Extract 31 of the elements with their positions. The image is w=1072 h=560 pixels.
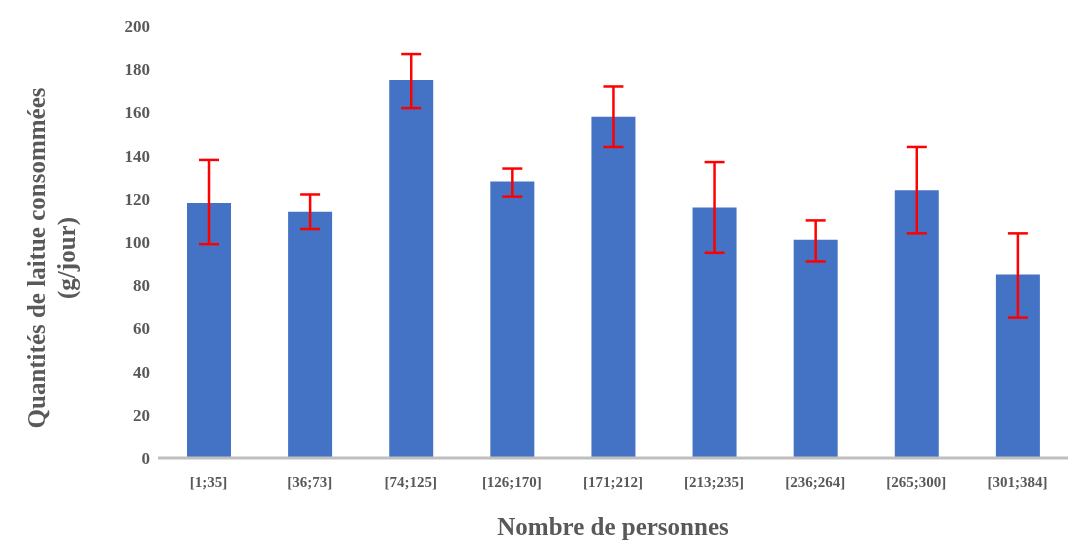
y-tick-label: 160 <box>124 103 150 123</box>
bar <box>793 239 838 458</box>
x-tick-label: [1;35] <box>189 473 228 490</box>
y-tick-label: 140 <box>124 146 150 166</box>
bar <box>490 181 535 458</box>
x-axis-title: Nombre de personnes <box>496 513 730 541</box>
bar <box>591 116 636 458</box>
y-tick-label: 120 <box>124 189 150 209</box>
y-tick-label: 20 <box>133 405 150 425</box>
bar <box>692 207 737 458</box>
bar <box>894 190 939 458</box>
y-tick-label: 100 <box>124 233 150 253</box>
bar <box>187 203 231 458</box>
x-tick-label: [36;73] <box>287 473 333 490</box>
y-tick-label: 80 <box>133 276 150 296</box>
x-tick-label: [301;384] <box>987 473 1048 490</box>
x-tick-label: [213;235] <box>684 473 745 490</box>
x-tick-label: [74;125] <box>384 473 438 490</box>
y-tick-label: 40 <box>133 362 150 382</box>
bar <box>389 80 434 458</box>
bar <box>995 274 1040 458</box>
y-tick-label: 60 <box>133 319 150 339</box>
y-tick-label: 200 <box>124 17 150 37</box>
y-tick-label: 0 <box>141 449 150 469</box>
x-tick-label: [171;212] <box>583 473 643 490</box>
y-axis-title: Quantités de laitue consommées (g/jour) <box>23 87 81 429</box>
y-tick-label: 180 <box>124 60 150 80</box>
x-tick-label: [126;170] <box>481 473 542 490</box>
bar <box>288 211 333 458</box>
x-tick-label: [265;300] <box>886 473 947 490</box>
x-tick-label: [236;264] <box>785 473 846 490</box>
